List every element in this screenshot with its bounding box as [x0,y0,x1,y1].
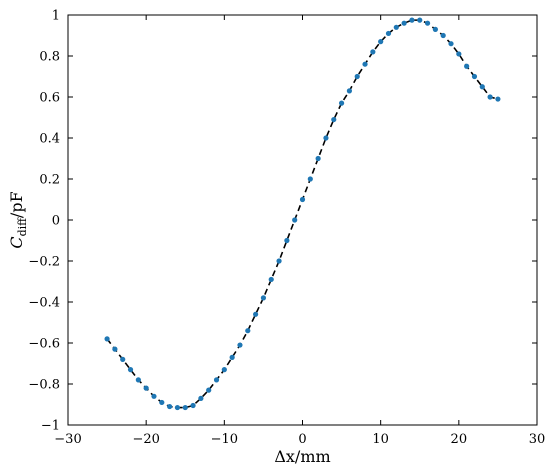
data-point [346,88,352,94]
axis-labels-group: Δx/mm Cdiff/pF [7,191,331,466]
data-point [292,217,298,223]
data-point [127,367,134,373]
x-tick-label: 20 [451,432,468,447]
data-point [448,41,454,47]
data-point [362,61,368,67]
data-point [229,354,235,360]
x-tick-label: −30 [54,432,81,447]
data-point [432,26,438,32]
data-point [331,116,337,123]
data-point [393,24,399,30]
x-tick-label: 10 [372,432,389,447]
data-point [135,377,141,383]
x-tick-label: −10 [211,432,238,447]
data-point [190,402,196,409]
x-axis-label: Δx/mm [274,447,330,466]
y-tick-label: 1 [52,9,60,24]
y-tick-label: −0.2 [28,255,60,270]
data-point [104,336,110,342]
data-point [284,237,290,244]
data-point [151,393,157,399]
data-point [385,30,392,37]
data-point [424,20,431,26]
data-point [440,32,446,39]
y-tick-label: −0.6 [28,337,60,352]
data-point [323,135,329,141]
data-point [182,404,188,411]
data-point [409,17,415,23]
y-tick-label: 0.2 [39,173,60,188]
data-point [206,387,212,393]
data-point [174,404,181,411]
y-tick-label: −1 [41,419,60,434]
fit-line-group [106,19,499,409]
data-point [245,328,251,334]
data-point [276,258,282,264]
y-axis-label: Cdiff/pF [7,191,29,248]
y-tick-label: 0.6 [39,91,60,106]
data-point [221,367,227,373]
data-point [307,176,313,182]
data-point [315,155,321,162]
data-point [268,276,274,283]
data-point [299,196,306,203]
data-point [237,342,243,348]
data-point [213,377,220,383]
plot-area [67,14,538,426]
y-tick-label: −0.4 [28,296,60,311]
data-point [479,84,485,90]
y-tick-label: −0.8 [28,378,60,393]
x-tick-label: 0 [298,432,306,447]
data-point [464,63,470,69]
data-point [487,94,493,100]
y-tick-label: 0.4 [39,132,60,147]
data-point [120,356,126,362]
data-point [456,51,462,57]
plot-frame [67,14,538,426]
data-point [378,39,384,45]
data-point [260,295,267,301]
data-point [370,49,376,55]
data-point [401,20,407,26]
data-point [495,96,501,102]
ticks-group: −30 −20 −10 0 10 20 30 −1 −0.8 −0.6 −0.4 −0.2 0 0.2 0.… [28,9,545,448]
data-point [338,100,345,106]
data-point [143,385,149,391]
y-tick-label: 0 [52,214,60,229]
data-point [354,73,360,80]
x-tick-label: −20 [132,432,159,447]
data-point [198,395,204,401]
x-tick-label: 30 [529,432,546,447]
data-point [253,311,259,317]
data-point [112,346,118,352]
y-axis-label-sub: diff [16,217,29,237]
data-point [159,399,165,406]
data-point [417,17,423,23]
data-points-group [104,17,501,411]
y-tick-label: 0.8 [39,50,60,65]
y-axis-label-unit: /pF [7,191,26,218]
y-axis-label-main: C [7,236,26,248]
fit-line [106,19,499,409]
data-point [167,403,173,410]
data-point [471,73,478,80]
